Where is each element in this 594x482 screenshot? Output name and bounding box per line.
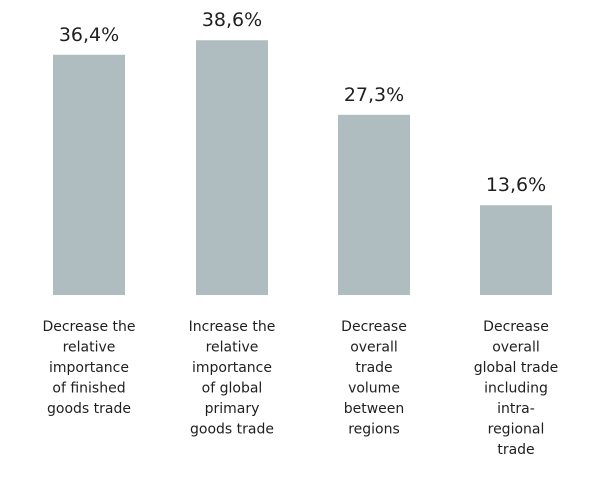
category-label-2-line-3: importance: [192, 360, 272, 376]
category-label-3-line-5: between: [344, 401, 405, 417]
category-label-2-line-6: goods trade: [190, 422, 274, 438]
category-label-4-line-1: Decrease: [483, 319, 549, 335]
bar-2: [196, 40, 268, 295]
category-label-1-line-5: goods trade: [47, 401, 131, 417]
category-label-2-line-4: of global: [202, 381, 263, 397]
category-label-4-line-7: trade: [497, 442, 534, 458]
category-label-4-line-5: intra-: [497, 401, 535, 417]
category-label-3-line-3: trade: [355, 360, 392, 376]
category-label-4: Decrease overall global trade including intr…: [474, 319, 558, 458]
value-labels-group: 36,4% 38,6% 27,3% 13,6%: [59, 9, 546, 196]
category-label-4-line-3: global trade: [474, 360, 558, 376]
value-label-1: 36,4%: [59, 24, 119, 46]
value-label-3: 27,3%: [344, 84, 404, 106]
category-label-2: Increase the relative importance of global p…: [189, 319, 276, 438]
category-label-3-line-2: overall: [350, 340, 398, 356]
category-label-1-line-2: relative: [63, 340, 116, 356]
category-label-1-line-3: importance: [49, 360, 129, 376]
category-label-3-line-1: Decrease: [341, 319, 407, 335]
category-label-4-line-4: including: [484, 381, 548, 397]
category-label-1-line-4: of finished: [52, 381, 125, 397]
bar-4: [480, 205, 552, 295]
category-label-1-line-1: Decrease the: [42, 319, 135, 335]
category-label-2-line-1: Increase the: [189, 319, 276, 335]
value-label-4: 13,6%: [486, 174, 546, 196]
category-label-3-line-6: regions: [348, 422, 400, 438]
category-label-3-line-4: volume: [348, 381, 400, 397]
category-label-4-line-6: regional: [488, 422, 545, 438]
category-label-4-line-2: overall: [492, 340, 540, 356]
category-labels-group: Decrease the relative importance of finishe…: [42, 319, 558, 458]
value-label-2: 38,6%: [202, 9, 262, 31]
bars-group: [53, 40, 552, 296]
category-label-3: Decrease overall trade volume between regions: [341, 319, 407, 438]
bar-3: [338, 114, 410, 295]
category-label-2-line-2: relative: [206, 340, 259, 356]
category-label-2-line-5: primary: [205, 401, 260, 417]
bar-1: [53, 54, 125, 296]
category-label-1: Decrease the relative importance of finishe…: [42, 319, 135, 417]
